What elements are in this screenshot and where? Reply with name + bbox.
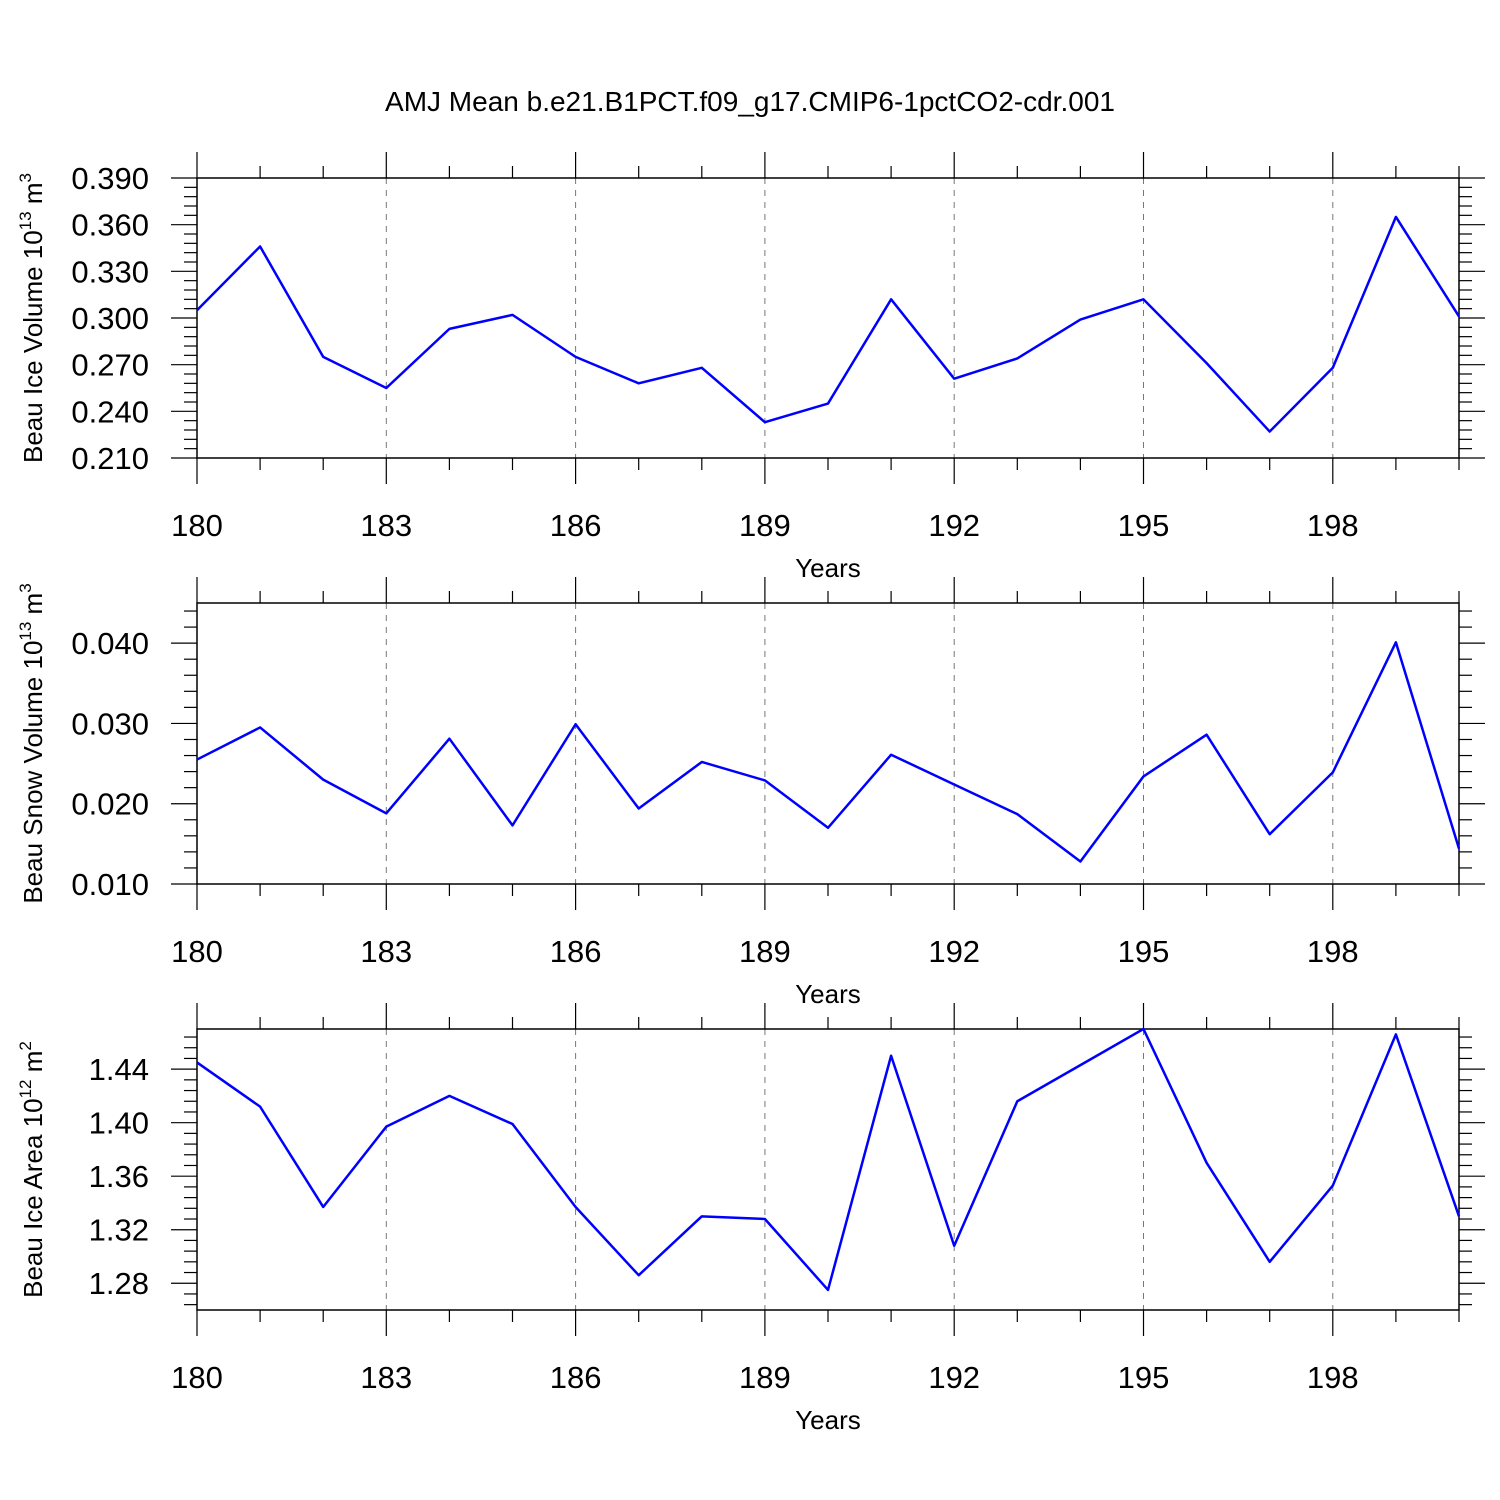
x-tick-label: 183	[360, 508, 412, 543]
y-axis-title: Beau Ice Area 1012 m2	[16, 1041, 48, 1298]
y-axis-title-prefix: Beau Ice Volume 10	[18, 230, 48, 463]
x-tick-label: 192	[928, 934, 980, 969]
y-axis-title-unit: m	[18, 593, 48, 622]
y-axis-title-exponent: 13	[16, 211, 35, 230]
y-axis-title-unit: m	[18, 182, 48, 211]
panel-1: 180 183 186 189 192 195 198 0.210 0.240 0.270 0.30…	[16, 152, 1485, 583]
x-tick-label: 183	[360, 1360, 412, 1395]
x-tick-label: 192	[928, 1360, 980, 1395]
plot-frame	[196, 602, 1460, 885]
x-axis-title: Years	[795, 553, 861, 583]
plot-frame	[196, 1028, 1460, 1311]
y-tick-label: 0.040	[71, 626, 149, 661]
x-tick-label: 189	[739, 934, 791, 969]
x-tick-label: 183	[360, 934, 412, 969]
y-tick-label: 1.44	[89, 1052, 149, 1087]
x-tick-label: 180	[171, 508, 223, 543]
y-axis-title-prefix: Beau Snow Volume 10	[18, 641, 48, 904]
x-tick-label: 186	[550, 508, 602, 543]
y-tick-label: 0.330	[71, 254, 149, 289]
x-tick-label: 189	[739, 1360, 791, 1395]
x-tick-label: 198	[1307, 508, 1359, 543]
y-axis-title-unit-exponent: 3	[16, 583, 35, 592]
y-axis-title-exponent: 12	[16, 1079, 35, 1098]
y-tick-label: 1.32	[89, 1213, 149, 1248]
x-tick-label: 198	[1307, 1360, 1359, 1395]
panel-2: 180 183 186 189 192 195 198 0.010 0.020 0.030 0.04…	[16, 577, 1485, 1009]
y-tick-label: 1.36	[89, 1159, 149, 1194]
y-tick-label: 1.40	[89, 1106, 149, 1141]
x-tick-label: 180	[171, 934, 223, 969]
y-axis-title-exponent: 13	[16, 622, 35, 641]
y-tick-label: 0.270	[71, 348, 149, 383]
y-tick-label: 0.030	[71, 706, 149, 741]
x-axis-title: Years	[795, 979, 861, 1009]
x-tick-label: 195	[1118, 508, 1170, 543]
y-axis-title-unit-exponent: 3	[16, 173, 35, 182]
y-axis-title-prefix: Beau Ice Area 10	[18, 1098, 48, 1297]
y-tick-label: 0.390	[71, 161, 149, 196]
y-tick-label: 0.240	[71, 394, 149, 429]
x-tick-label: 180	[171, 1360, 223, 1395]
x-tick-label: 189	[739, 508, 791, 543]
x-axis-title: Years	[795, 1405, 861, 1435]
y-tick-label: 0.300	[71, 301, 149, 336]
y-tick-label: 0.210	[71, 441, 149, 476]
y-axis-title: Beau Snow Volume 1013 m3	[16, 583, 48, 903]
y-axis-title-unit-exponent: 2	[16, 1041, 35, 1050]
y-tick-label: 0.360	[71, 208, 149, 243]
panel-3: 180 183 186 189 192 195 198 1.28 1.32 1.36 1.40 1.4…	[16, 1003, 1485, 1435]
x-tick-label: 198	[1307, 934, 1359, 969]
x-tick-label: 192	[928, 508, 980, 543]
x-tick-label: 186	[550, 1360, 602, 1395]
y-tick-label: 0.010	[71, 867, 149, 902]
y-axis-title-unit: m	[18, 1051, 48, 1080]
y-tick-label: 1.28	[89, 1266, 149, 1301]
chart-title: AMJ Mean b.e21.B1PCT.f09_g17.CMIP6-1pctC…	[385, 86, 1115, 117]
x-tick-label: 195	[1118, 934, 1170, 969]
y-tick-label: 0.020	[71, 787, 149, 822]
x-tick-label: 195	[1118, 1360, 1170, 1395]
x-tick-label: 186	[550, 934, 602, 969]
y-axis-title: Beau Ice Volume 1013 m3	[16, 173, 48, 463]
